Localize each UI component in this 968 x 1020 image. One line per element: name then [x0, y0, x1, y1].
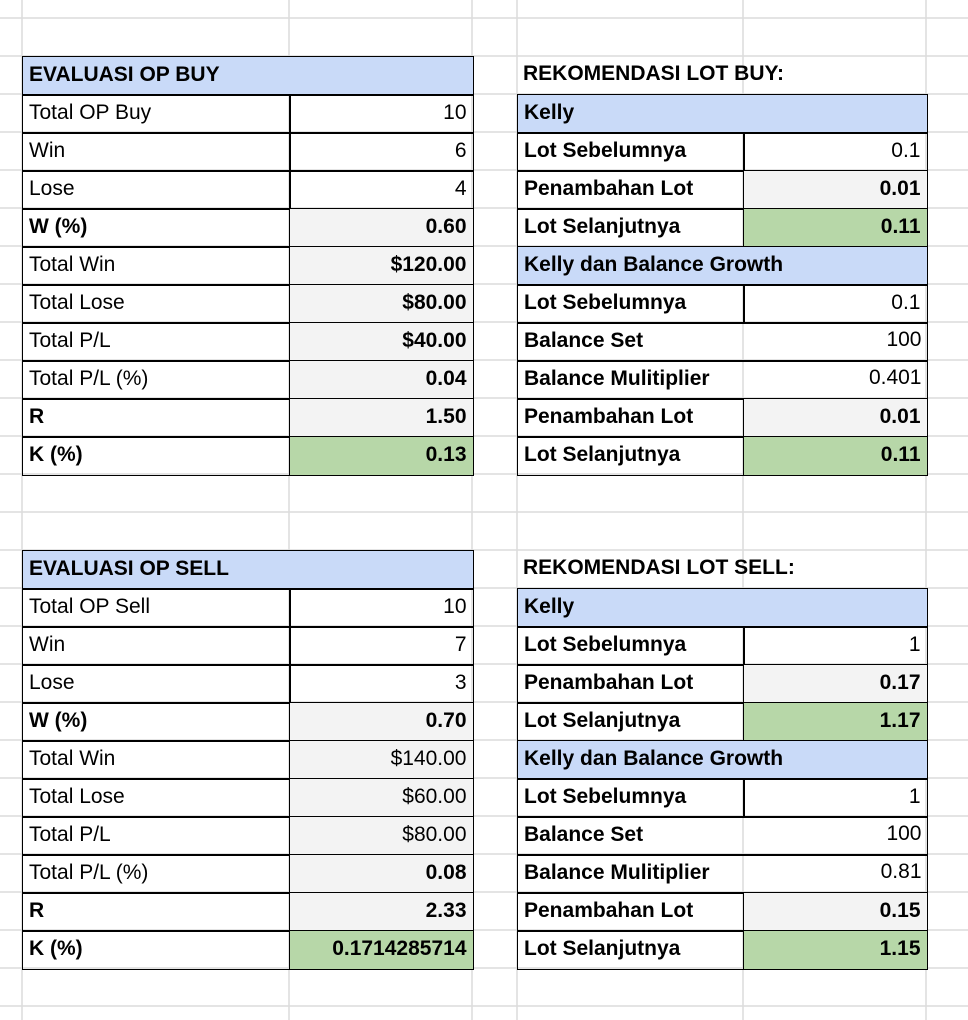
row-value: $120.00	[289, 246, 474, 286]
row-label: Lose	[22, 664, 291, 704]
row-label: Total P/L (%)	[22, 854, 291, 894]
row-value: $140.00	[289, 740, 474, 780]
row-value: 0.08	[289, 854, 474, 894]
row-value: 10	[289, 588, 474, 628]
row-label: Penambahan Lot	[517, 892, 745, 932]
row-label: W (%)	[22, 208, 291, 248]
row-label: Win	[22, 132, 291, 172]
group-header: Kelly dan Balance Growth	[517, 246, 928, 286]
row-label: Balance Set	[517, 322, 928, 362]
section-title: REKOMENDASI LOT SELL:	[523, 556, 795, 579]
row-label: Total P/L (%)	[22, 360, 291, 400]
row-label: Total OP Buy	[22, 94, 291, 134]
row-label: K (%)	[22, 436, 291, 476]
row-label: Balance Mulitiplier	[517, 854, 928, 894]
row-value: 0.70	[289, 702, 474, 742]
row-label: Total P/L	[22, 322, 291, 362]
row-label: Lot Selanjutnya	[517, 702, 745, 742]
row-label: Total Win	[22, 246, 291, 286]
row-label: Lot Selanjutnya	[517, 930, 745, 970]
row-label: Balance Mulitiplier	[517, 360, 928, 400]
row-label: R	[22, 398, 291, 438]
row-value: 100	[886, 822, 922, 845]
row-value: 0.04	[289, 360, 474, 400]
row-label: Penambahan Lot	[517, 398, 745, 438]
group-header: Kelly	[517, 588, 928, 628]
row-label: Lot Sebelumnya	[517, 778, 745, 818]
row-value: $80.00	[289, 816, 474, 856]
row-label: Total Lose	[22, 284, 291, 324]
row-label: Lose	[22, 170, 291, 210]
row-value: 0.401	[868, 366, 922, 389]
row-value: 0.1	[743, 132, 928, 172]
row-value: 1.17	[743, 702, 928, 742]
row-value: 0.60	[289, 208, 474, 248]
group-header: Kelly dan Balance Growth	[517, 740, 928, 780]
row-label: Total P/L	[22, 816, 291, 856]
row-value: $60.00	[289, 778, 474, 818]
row-value: 3	[289, 664, 474, 704]
row-value: 0.11	[743, 208, 928, 248]
group-header: Kelly	[517, 94, 928, 134]
row-value: 10	[289, 94, 474, 134]
row-value: $40.00	[289, 322, 474, 362]
row-value: $80.00	[289, 284, 474, 324]
row-value: 2.33	[289, 892, 474, 932]
row-label: Balance Set	[517, 816, 928, 856]
table-header: EVALUASI OP SELL	[22, 550, 474, 590]
row-value: 1	[743, 626, 928, 666]
row-value: 0.01	[743, 398, 928, 438]
row-label: Lot Sebelumnya	[517, 284, 745, 324]
row-value: 0.13	[289, 436, 474, 476]
row-value: 0.15	[743, 892, 928, 932]
row-label: W (%)	[22, 702, 291, 742]
row-value: 1.50	[289, 398, 474, 438]
row-value: 7	[289, 626, 474, 666]
row-label: Lot Sebelumnya	[517, 626, 745, 666]
row-label: Win	[22, 626, 291, 666]
row-value: 1.15	[743, 930, 928, 970]
row-value: 6	[289, 132, 474, 172]
row-value: 0.01	[743, 170, 928, 210]
row-value: 1	[743, 778, 928, 818]
row-label: Total Lose	[22, 778, 291, 818]
row-value: 0.81	[880, 860, 922, 883]
row-label: Lot Selanjutnya	[517, 208, 745, 248]
table-header: EVALUASI OP BUY	[22, 56, 474, 96]
row-label: Penambahan Lot	[517, 664, 745, 704]
row-label: Total Win	[22, 740, 291, 780]
row-label: Total OP Sell	[22, 588, 291, 628]
row-value: 0.1	[743, 284, 928, 324]
row-label: Lot Selanjutnya	[517, 436, 745, 476]
row-value: 0.1714285714	[289, 930, 474, 970]
row-label: Lot Sebelumnya	[517, 132, 745, 172]
row-label: K (%)	[22, 930, 291, 970]
row-value: 4	[289, 170, 474, 210]
row-value: 100	[886, 328, 922, 351]
row-value: 0.17	[743, 664, 928, 704]
section-title: REKOMENDASI LOT BUY:	[523, 62, 784, 85]
row-label: Penambahan Lot	[517, 170, 745, 210]
row-value: 0.11	[743, 436, 928, 476]
row-label: R	[22, 892, 291, 932]
